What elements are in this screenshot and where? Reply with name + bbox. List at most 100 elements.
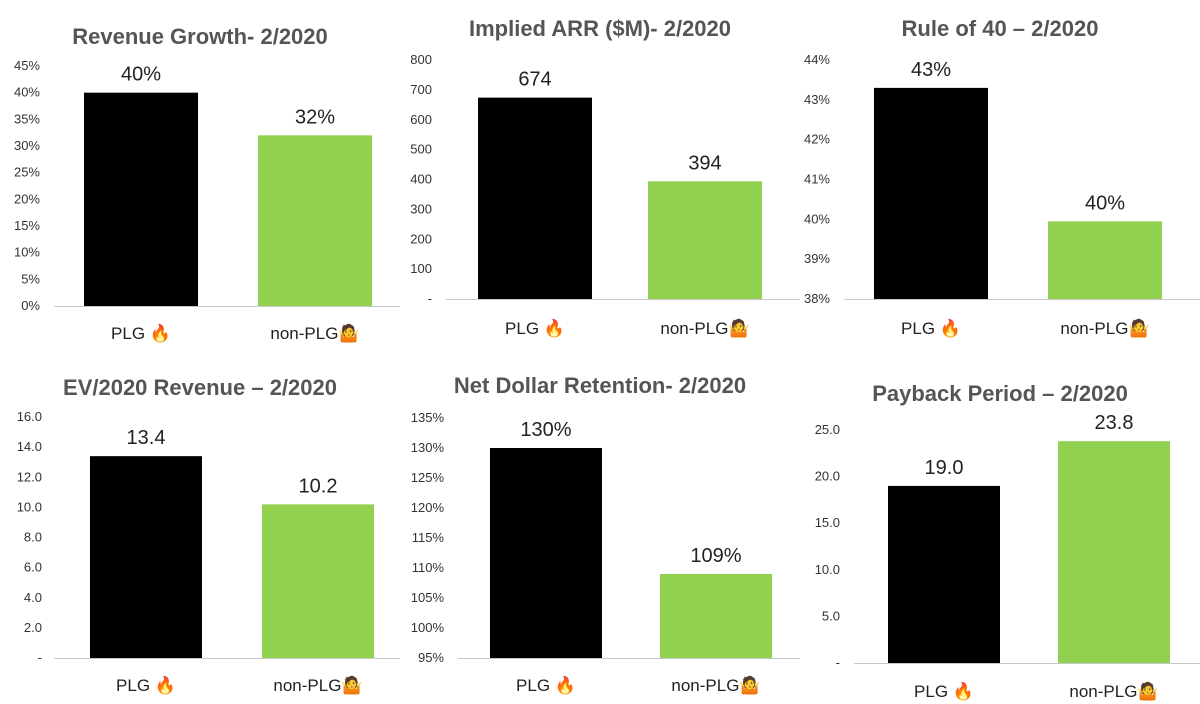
bar-plg — [874, 87, 988, 299]
data-label: 40% — [121, 64, 161, 86]
y-tick-label: 40% — [804, 211, 830, 226]
chart-panel-ev-revenue: EV/2020 Revenue – 2/2020 - 2.0 4.0 6.0 8.0 10.… — [0, 352, 400, 704]
bar-non-plg — [262, 504, 374, 658]
chart-panel-rule-of-40: Rule of 40 – 2/2020 38% 39% 40% 41% 42% 43% 44%… — [800, 0, 1200, 352]
y-tick-label: 5.0 — [822, 608, 840, 623]
y-tick-label: 4.0 — [24, 590, 42, 605]
y-tick-label: 41% — [804, 172, 830, 187]
y-tick-label: 16.0 — [17, 409, 42, 424]
category-label: non-PLG🤷 — [1069, 681, 1158, 701]
y-tick-label: 100 — [410, 261, 432, 276]
y-tick-label: 115% — [412, 530, 445, 545]
chart-title: Payback Period – 2/2020 — [872, 381, 1128, 406]
y-tick-label: 600 — [410, 112, 432, 127]
y-tick-label: 10.0 — [17, 499, 42, 514]
bar-plg — [84, 92, 198, 307]
y-tick-label: 43% — [804, 92, 830, 107]
y-tick-label: 15.0 — [815, 515, 840, 530]
y-tick-label: 300 — [410, 201, 432, 216]
bar-plg — [888, 485, 1000, 663]
y-tick-label: 39% — [804, 251, 830, 266]
bar-non-plg — [1048, 221, 1162, 299]
chart-net-dollar-retention: Net Dollar Retention- 2/2020 95% 100% 105% 1… — [411, 373, 800, 695]
y-tick-label: 30% — [14, 138, 40, 153]
data-label: 19.0 — [925, 457, 964, 479]
category-label: PLG 🔥 — [914, 681, 974, 701]
bar-plg — [90, 456, 202, 658]
y-tick-label: 6.0 — [24, 560, 42, 575]
y-tick-label: 14.0 — [17, 439, 42, 454]
y-tick-label: 110% — [412, 560, 445, 575]
y-tick-label: 0% — [21, 298, 40, 313]
chart-implied-arr: Implied ARR ($M)- 2/2020 - 100 200 300 400 500… — [410, 16, 800, 338]
y-tick-label: 400 — [410, 172, 432, 187]
category-label: non-PLG🤷 — [660, 318, 749, 338]
y-tick-label: 120% — [411, 500, 445, 515]
y-tick-label: 20% — [14, 191, 40, 206]
y-tick-label: 130% — [411, 440, 445, 455]
chart-title: Revenue Growth- 2/2020 — [72, 24, 328, 49]
bar-non-plg — [258, 135, 372, 306]
data-label: 394 — [688, 152, 721, 174]
data-label: 109% — [690, 545, 741, 567]
chart-title: EV/2020 Revenue – 2/2020 — [63, 375, 337, 400]
y-tick-label: 200 — [410, 231, 432, 246]
y-tick-label: 135% — [411, 410, 445, 425]
y-tick-label: 100% — [411, 620, 445, 635]
data-label: 43% — [911, 59, 951, 81]
y-tick-label: 125% — [411, 470, 445, 485]
y-tick-label: 700 — [410, 82, 432, 97]
category-label: non-PLG🤷 — [1060, 318, 1149, 338]
y-tick-label: 800 — [410, 52, 432, 67]
category-label: PLG 🔥 — [901, 318, 961, 338]
y-tick-label: 35% — [14, 111, 40, 126]
chart-panel-revenue-growth: Revenue Growth- 2/2020 0% 5% 10% 15% 20% 25% 30… — [0, 0, 400, 352]
category-label: PLG 🔥 — [516, 675, 576, 695]
data-label: 32% — [295, 106, 335, 128]
y-tick-label: 12.0 — [17, 469, 42, 484]
category-label: non-PLG🤷 — [671, 675, 760, 695]
chart-title: Net Dollar Retention- 2/2020 — [454, 373, 746, 398]
y-tick-label: 45% — [14, 58, 40, 73]
y-tick-label: 38% — [804, 291, 830, 306]
chart-panel-implied-arr: Implied ARR ($M)- 2/2020 - 100 200 300 400 500… — [400, 0, 800, 352]
bar-non-plg — [660, 574, 772, 658]
bar-plg — [490, 448, 602, 658]
data-label: 130% — [520, 419, 571, 441]
chart-title: Implied ARR ($M)- 2/2020 — [469, 16, 731, 41]
chart-revenue-growth: Revenue Growth- 2/2020 0% 5% 10% 15% 20% 25% 30… — [14, 24, 400, 343]
y-tick-label: - — [836, 655, 840, 670]
y-tick-label: 25% — [14, 165, 40, 180]
y-tick-label: 25.0 — [815, 422, 840, 437]
y-tick-label: 15% — [14, 218, 40, 233]
y-tick-label: 95% — [418, 650, 444, 665]
chart-rule-of-40: Rule of 40 – 2/2020 38% 39% 40% 41% 42% 43% 44%… — [804, 16, 1200, 338]
data-label: 23.8 — [1095, 412, 1134, 434]
y-tick-label: 44% — [804, 52, 830, 67]
y-tick-label: 8.0 — [24, 530, 42, 545]
category-label: PLG 🔥 — [116, 675, 176, 695]
chart-panel-payback-period: Payback Period – 2/2020 - 5.0 10.0 15.0 20.0 2… — [800, 352, 1200, 704]
category-label: PLG 🔥 — [505, 318, 565, 338]
y-tick-label: 20.0 — [815, 469, 840, 484]
y-tick-label: 105% — [411, 590, 445, 605]
data-label: 13.4 — [127, 427, 166, 449]
bar-non-plg — [648, 181, 762, 299]
bar-plg — [478, 97, 592, 299]
y-tick-label: 5% — [21, 271, 40, 286]
data-label: 40% — [1085, 192, 1125, 214]
data-label: 674 — [518, 69, 551, 91]
y-tick-label: 42% — [804, 132, 830, 147]
chart-payback-period: Payback Period – 2/2020 - 5.0 10.0 15.0 20.0 2… — [815, 381, 1200, 701]
y-tick-label: - — [428, 291, 432, 306]
y-tick-label: 2.0 — [24, 620, 42, 635]
chart-ev-revenue: EV/2020 Revenue – 2/2020 - 2.0 4.0 6.0 8.0 10.… — [17, 375, 400, 695]
chart-panel-net-dollar-retention: Net Dollar Retention- 2/2020 95% 100% 105% 1… — [400, 352, 800, 704]
y-tick-label: 500 — [410, 142, 432, 157]
category-label: non-PLG🤷 — [270, 323, 359, 343]
category-label: PLG 🔥 — [111, 323, 171, 343]
data-label: 10.2 — [299, 475, 338, 497]
y-tick-label: 40% — [14, 85, 40, 100]
category-label: non-PLG🤷 — [273, 675, 362, 695]
y-tick-label: - — [38, 650, 42, 665]
